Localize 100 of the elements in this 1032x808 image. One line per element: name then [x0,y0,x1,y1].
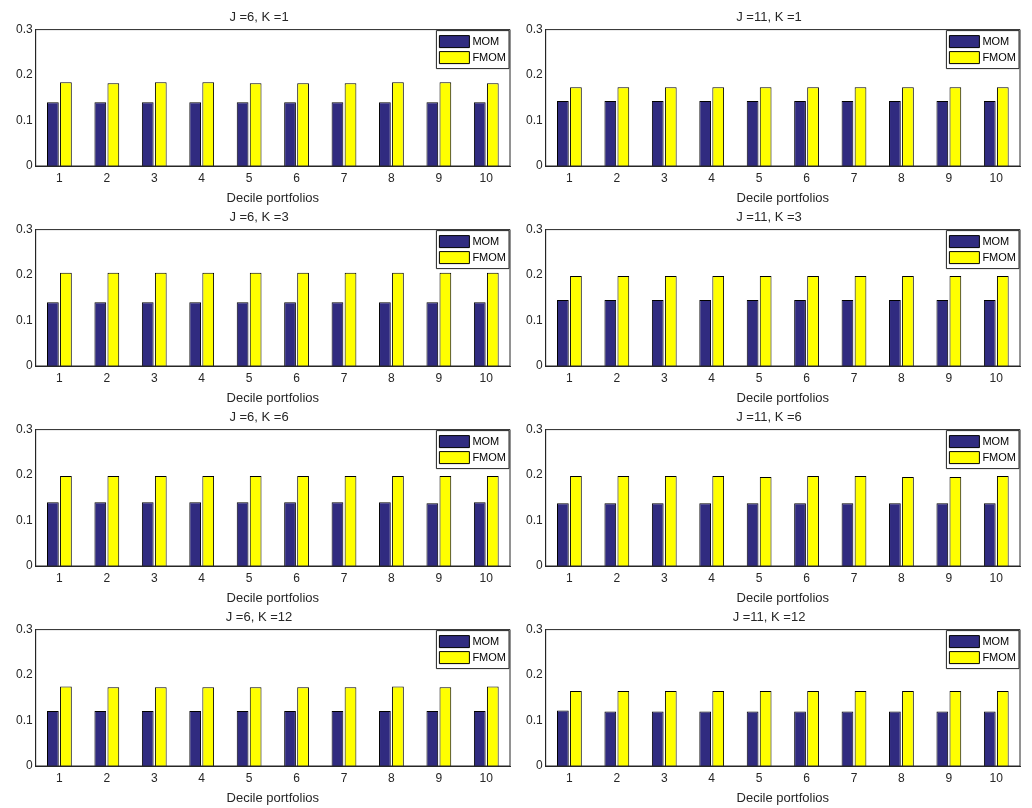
y-tick-label: 0.3 [525,21,543,36]
x-tick-label: 3 [150,570,158,585]
legend-label: MOM [472,234,500,247]
x-tick-label: 2 [613,170,621,185]
x-tick-label: 6 [293,570,301,585]
chart-title: J =6, K =6 [229,409,289,425]
x-tick-label: 8 [388,170,396,185]
x-axis-title: Decile portfolios [226,189,320,205]
y-tick-label: 0 [25,558,33,573]
x-axis-title: Decile portfolios [226,589,320,605]
x-tick-label: 8 [388,770,396,785]
x-tick-label: 3 [660,170,668,185]
x-tick-label: 8 [898,570,906,585]
x-axis-title: Decile portfolios [736,389,830,405]
x-tick-label: 7 [340,570,348,585]
x-tick-label: 9 [435,770,443,785]
y-tick-label: 0.2 [15,667,33,682]
x-tick-label: 9 [945,570,953,585]
x-tick-label: 7 [850,770,858,785]
x-tick-label: 5 [245,570,253,585]
x-tick-label: 6 [803,370,811,385]
x-tick-label: 4 [708,170,716,185]
x-tick-label: 4 [708,370,716,385]
y-tick-label: 0.3 [15,221,33,236]
x-tick-label: 1 [56,570,64,585]
legend-label: FMOM [982,650,1017,663]
x-tick-label: 10 [989,570,1004,585]
x-tick-label: 7 [340,170,348,185]
x-tick-label: 1 [56,170,64,185]
x-tick-label: 7 [340,370,348,385]
x-tick-label: 9 [945,770,953,785]
x-tick-label: 5 [245,370,253,385]
x-tick-label: 3 [660,370,668,385]
x-tick-label: 6 [803,170,811,185]
x-axis-title: Decile portfolios [736,789,830,805]
x-tick-label: 2 [103,370,111,385]
x-tick-label: 4 [708,570,716,585]
y-tick-label: 0.1 [525,512,543,527]
legend-label: FMOM [472,250,507,263]
y-tick-label: 0 [535,758,543,773]
x-tick-label: 10 [989,170,1004,185]
y-tick-label: 0.1 [15,512,33,527]
legend-label: MOM [982,234,1010,247]
x-tick-label: 6 [293,170,301,185]
x-tick-label: 6 [803,770,811,785]
y-tick-label: 0.2 [15,467,33,482]
x-tick-label: 6 [293,770,301,785]
legend-label: FMOM [982,250,1017,263]
x-tick-label: 2 [613,370,621,385]
chart-title: J =11, K =12 [732,609,806,625]
legend-label: MOM [472,434,500,447]
x-tick-label: 5 [245,170,253,185]
x-tick-label: 3 [150,170,158,185]
chart-title: J =11, K =3 [736,209,802,225]
x-tick-label: 4 [198,170,206,185]
y-tick-label: 0.2 [525,67,543,82]
x-axis-title: Decile portfolios [226,789,320,805]
x-tick-label: 9 [435,570,443,585]
x-tick-label: 10 [479,570,494,585]
x-axis-title: Decile portfolios [736,189,830,205]
y-tick-label: 0 [25,358,33,373]
x-tick-label: 8 [388,370,396,385]
x-tick-label: 7 [850,370,858,385]
y-tick-label: 0 [25,758,33,773]
x-tick-label: 4 [198,570,206,585]
x-tick-label: 5 [755,170,763,185]
x-tick-label: 7 [340,770,348,785]
y-tick-label: 0.3 [525,221,543,236]
x-tick-label: 4 [708,770,716,785]
y-tick-label: 0.2 [525,667,543,682]
y-tick-label: 0 [25,158,33,173]
x-tick-label: 8 [898,770,906,785]
y-tick-label: 0.3 [525,621,543,636]
y-tick-label: 0.3 [15,621,33,636]
chart-title: J =6, K =12 [225,609,293,625]
x-tick-label: 3 [660,770,668,785]
x-tick-label: 10 [989,770,1004,785]
x-tick-label: 1 [56,370,64,385]
y-tick-label: 0.2 [525,467,543,482]
y-tick-label: 0 [535,558,543,573]
y-tick-label: 0.1 [525,312,543,327]
x-tick-label: 10 [479,770,494,785]
x-tick-label: 6 [803,570,811,585]
legend-label: MOM [472,34,500,47]
chart-title: J =11, K =6 [736,409,802,425]
x-tick-label: 1 [566,770,574,785]
x-tick-label: 9 [435,170,443,185]
x-tick-label: 10 [479,170,494,185]
x-tick-label: 9 [945,370,953,385]
x-tick-label: 5 [245,770,253,785]
y-tick-label: 0.1 [15,312,33,327]
y-tick-label: 0.1 [525,112,543,127]
x-tick-label: 9 [945,170,953,185]
legend-label: FMOM [472,450,507,463]
x-tick-label: 3 [150,370,158,385]
x-tick-label: 4 [198,770,206,785]
x-tick-label: 1 [56,770,64,785]
y-tick-label: 0.3 [15,421,33,436]
x-tick-label: 2 [613,570,621,585]
x-tick-label: 7 [850,570,858,585]
